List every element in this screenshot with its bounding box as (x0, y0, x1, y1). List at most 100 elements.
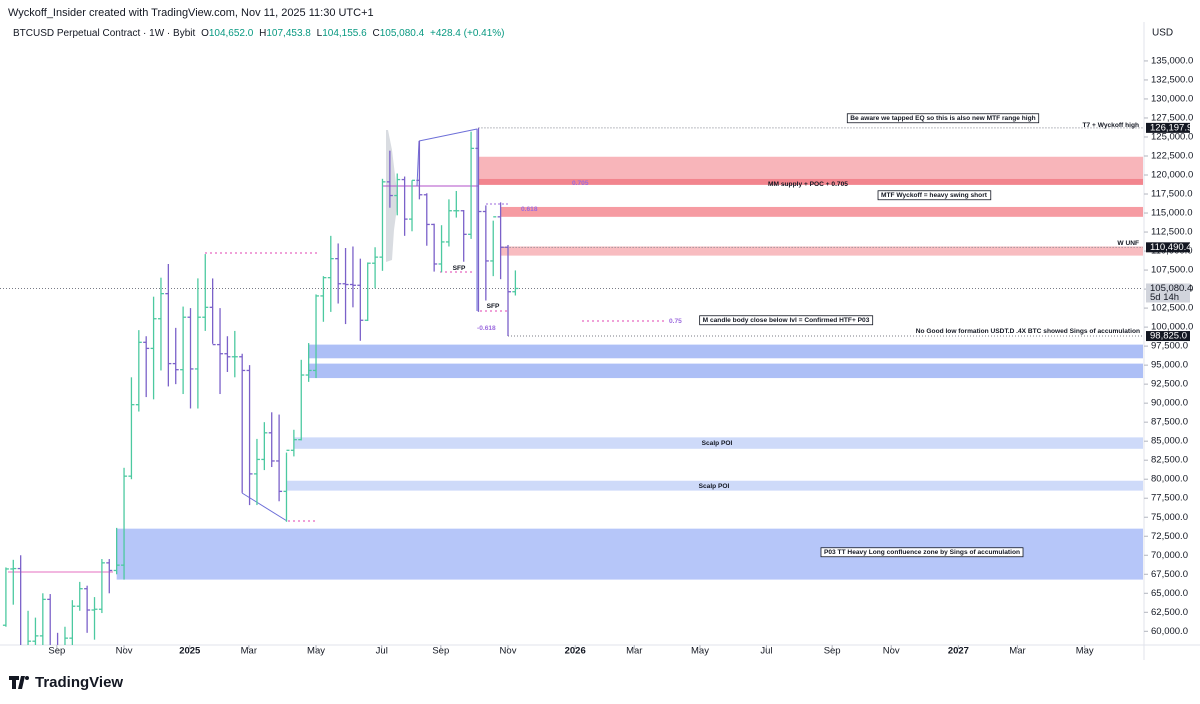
annotation: Be aware we tapped EQ so this is also ne… (850, 115, 1035, 122)
x-tick-label: Mar (626, 646, 642, 657)
currency: USD (1152, 28, 1173, 39)
y-tick-label: 122,500.0 (1151, 151, 1193, 162)
y-tick-label: 130,000.0 (1151, 93, 1193, 104)
annotation: SFP (487, 303, 500, 310)
y-tick-label: 65,000.0 (1151, 588, 1188, 599)
price-tag (1146, 283, 1190, 303)
y-tick-label: 107,500.0 (1151, 265, 1193, 276)
y-tick-label: 100,000.0 (1151, 322, 1193, 333)
y-tick-label: 67,500.0 (1151, 569, 1188, 580)
y-tick-label: 115,000.0 (1151, 208, 1193, 219)
annotation: SFP (453, 265, 466, 272)
y-tick-label: 125,000.0 (1151, 131, 1193, 142)
legend-key: O (201, 28, 209, 39)
annotation: MM supply + POC + 0.705 (768, 181, 848, 188)
x-tick-label: 2026 (565, 646, 586, 657)
zone (500, 206, 1143, 217)
x-tick-label: Nov (883, 646, 900, 657)
annotation-box (846, 113, 1040, 124)
brand-name: TradingView (35, 674, 123, 691)
legend-value: 104,652.0 (209, 28, 254, 39)
price-tag-label: 110,490.4 (1150, 242, 1192, 253)
x-tick-label: Mar (241, 646, 257, 657)
y-tick-label: 135,000.0 (1151, 55, 1193, 66)
y-tick-label: 117,500.0 (1151, 189, 1193, 200)
annotation-box (820, 547, 1024, 558)
y-tick-label: 87,500.0 (1151, 417, 1188, 428)
trend-line (418, 128, 478, 142)
y-tick-label: 92,500.0 (1151, 379, 1188, 390)
y-tick-label: 120,000.0 (1151, 170, 1193, 181)
zone (293, 437, 1143, 449)
x-tick-label: May (307, 646, 325, 657)
brand: TradingView (9, 674, 123, 691)
y-tick-label: 75,000.0 (1151, 512, 1188, 523)
y-tick-label: 82,500.0 (1151, 455, 1188, 466)
y-tick-label: 90,000.0 (1151, 398, 1188, 409)
annotation: 0.705 (572, 180, 589, 187)
annotation: T7 + Wyckoff high (1083, 122, 1139, 129)
price-tag (1146, 122, 1190, 133)
annotation: -0.618 (477, 325, 496, 332)
x-tick-label: Nov (116, 646, 133, 657)
zone (308, 363, 1143, 379)
price-tag-label: 105,080.4 (1150, 283, 1192, 294)
trend-line (416, 140, 420, 187)
x-tick-label: Sep (432, 646, 449, 657)
annotation: 0.75 (669, 318, 682, 325)
x-tick-label: Sep (48, 646, 65, 657)
y-tick-label: 70,000.0 (1151, 550, 1188, 561)
x-tick-label: 2025 (179, 646, 201, 657)
legend: BTCUSD Perpetual Contract · 1W · Bybit O… (13, 28, 505, 39)
x-tick-label: May (691, 646, 709, 657)
y-tick-label: 102,500.0 (1151, 303, 1193, 314)
annotation: No Good low formation USDT.D .4X BTC sho… (916, 328, 1140, 335)
y-tick-label: 60,000.0 (1151, 626, 1188, 637)
annotation: W UNF (1117, 240, 1139, 247)
annotation-box (877, 190, 992, 201)
zone (500, 246, 1143, 256)
annotation: P03 TT Heavy Long confluence zone by Sin… (824, 549, 1020, 556)
price-tag (1146, 331, 1190, 342)
price-tag-sub: 5d 14h (1150, 292, 1179, 303)
annotation: Scalp POI (699, 483, 730, 490)
y-tick-label: 85,000.0 (1151, 436, 1188, 447)
legend-key: H (259, 28, 266, 39)
x-tick-label: May (1076, 646, 1094, 657)
symbol: BTCUSD Perpetual Contract · 1W · Bybit (13, 28, 195, 39)
logo (25, 676, 29, 680)
annotation: 0.618 (521, 206, 538, 213)
y-tick-label: 112,500.0 (1151, 227, 1193, 238)
annotation-box (699, 315, 874, 326)
price-tag (1146, 242, 1190, 253)
annotation: Scalp POI (702, 440, 733, 447)
trend-line (241, 492, 288, 522)
x-tick-label: Jul (760, 646, 772, 657)
legend-value: 107,453.8 (266, 28, 311, 39)
annotation: MTF Wyckoff = heavy swing short (881, 192, 988, 199)
y-tick-label: 132,500.0 (1151, 74, 1193, 85)
price-tag-label: 98,825.0 (1150, 331, 1187, 342)
logo (9, 676, 25, 689)
x-tick-label: Sep (824, 646, 841, 657)
x-tick-label: Nov (500, 646, 517, 657)
y-tick-label: 127,500.0 (1151, 112, 1193, 123)
x-tick-label: Mar (1009, 646, 1025, 657)
legend-key: C (372, 28, 379, 39)
annotation: M candle body close below lvl = Confirme… (703, 317, 870, 324)
y-tick-label: 72,500.0 (1151, 531, 1188, 542)
zone (308, 344, 1143, 359)
zone (478, 178, 1143, 185)
legend-change: +428.4 (+0.41%) (430, 28, 505, 39)
y-tick-label: 77,500.0 (1151, 493, 1188, 504)
legend-key: L (317, 28, 323, 39)
legend-value: 105,080.4 (380, 28, 425, 39)
header: Wyckoff_Insider created with TradingView… (8, 7, 374, 19)
x-tick-label: Jul (376, 646, 388, 657)
legend-value: 104,155.6 (322, 28, 367, 39)
annotations: Be aware we tapped EQ so this is also ne… (453, 113, 1140, 558)
zone (478, 156, 1143, 179)
y-tick-label: 95,000.0 (1151, 360, 1188, 371)
